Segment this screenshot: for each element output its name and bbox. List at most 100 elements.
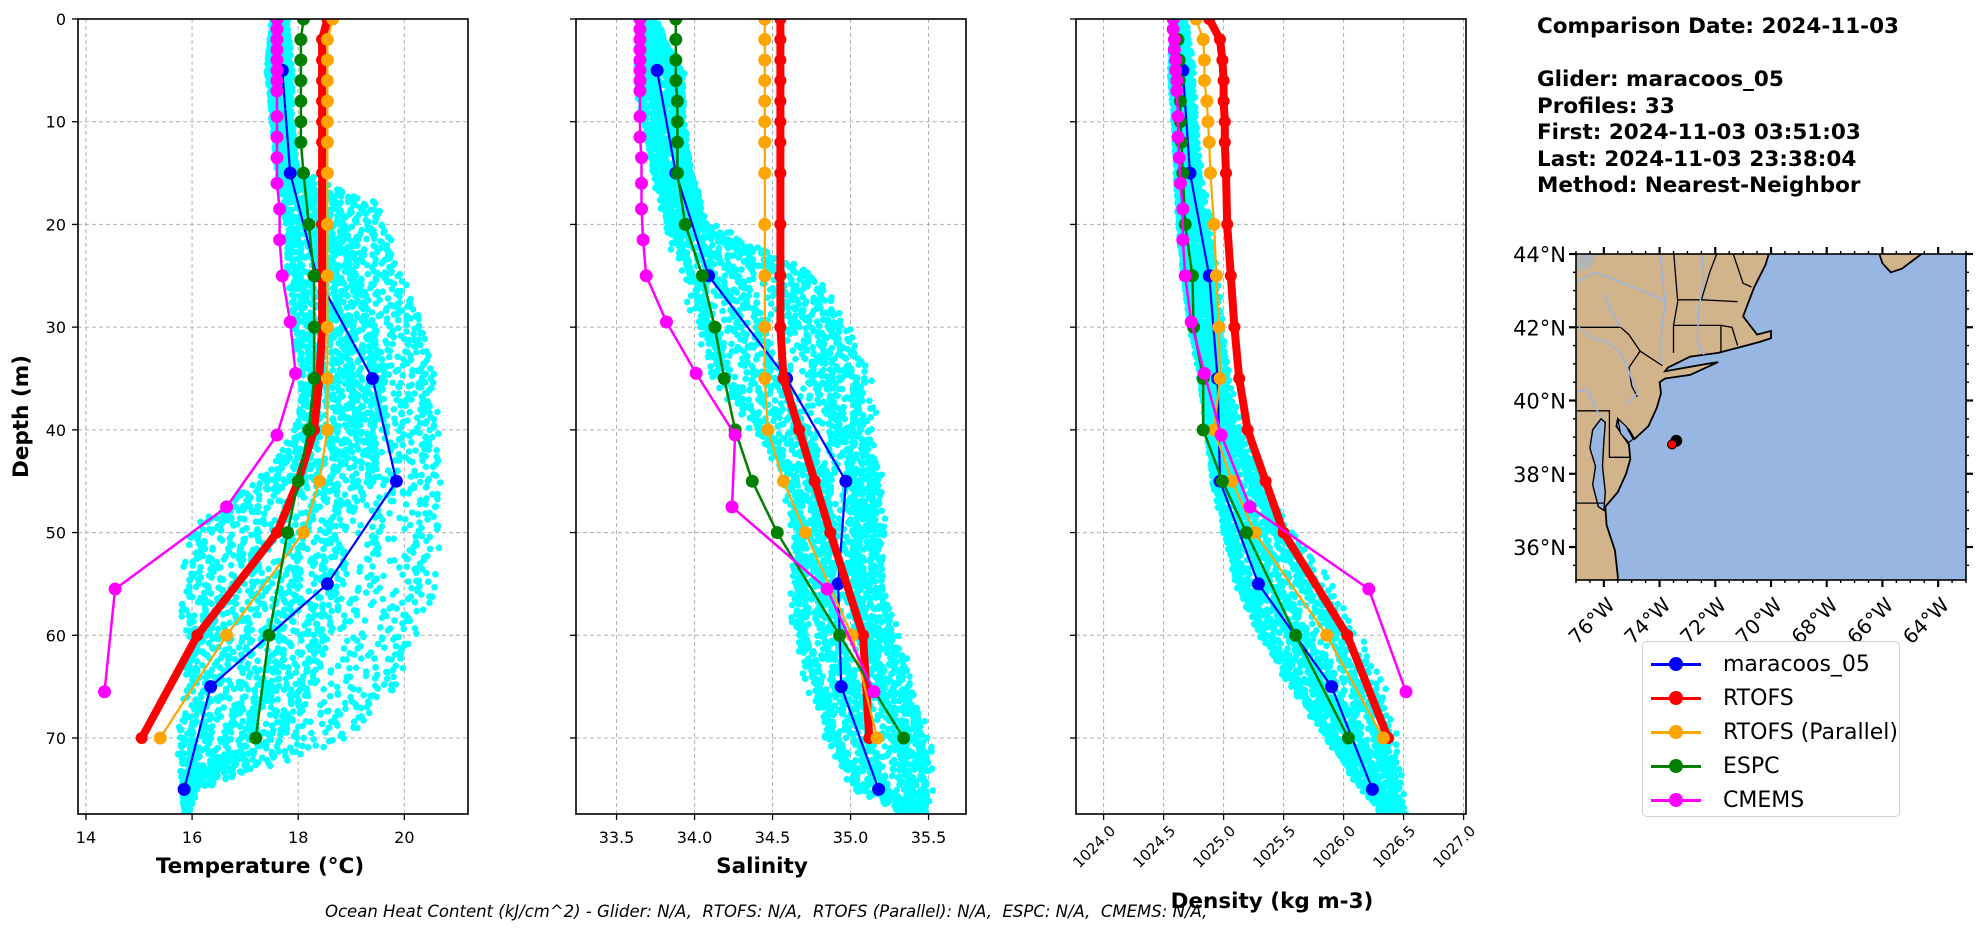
- scatter-point: [312, 553, 320, 560]
- scatter-point: [344, 292, 351, 300]
- scatter-point: [273, 743, 281, 750]
- scatter-point: [189, 788, 197, 796]
- scatter-point: [379, 361, 387, 369]
- scatter-point: [408, 584, 415, 592]
- scatter-point: [370, 206, 378, 213]
- scatter-point: [378, 614, 386, 621]
- scatter-point: [389, 591, 397, 598]
- scatter-point: [327, 667, 335, 674]
- scatter-point: [283, 439, 291, 446]
- scatter-point: [298, 637, 305, 644]
- scatter-point: [240, 506, 247, 514]
- scatter-point: [370, 577, 378, 585]
- scatter-point: [340, 580, 347, 588]
- scatter-point: [354, 645, 362, 652]
- scatter-point: [415, 577, 423, 584]
- scatter-point: [356, 285, 364, 293]
- scatter-point: [332, 408, 340, 415]
- scatter-point: [303, 402, 310, 409]
- scatter-point: [350, 202, 357, 209]
- scatter-point: [286, 45, 293, 53]
- scatter-point: [434, 408, 441, 416]
- scatter-point: [395, 383, 403, 391]
- x-tick-label: 16: [182, 828, 202, 847]
- scatter-point: [336, 502, 344, 510]
- scatter-point: [404, 578, 412, 585]
- scatter-point: [301, 304, 309, 311]
- scatter-point: [374, 366, 382, 374]
- scatter-point: [216, 680, 223, 687]
- series-marker: [320, 166, 334, 180]
- scatter-point: [346, 260, 354, 268]
- scatter-point: [412, 533, 420, 540]
- scatter-point: [239, 489, 247, 496]
- series-marker: [294, 74, 308, 88]
- scatter-point: [363, 502, 371, 509]
- scatter-point: [232, 749, 239, 757]
- series-marker: [320, 74, 334, 88]
- scatter-point: [250, 750, 257, 758]
- scatter-point: [285, 181, 293, 188]
- scatter-point: [344, 637, 351, 645]
- y-tick-label: 70: [46, 729, 66, 748]
- scatter-point: [337, 414, 344, 422]
- scatter-point: [334, 509, 342, 517]
- scatter-point: [305, 655, 313, 662]
- scatter-point: [307, 299, 314, 307]
- scatter-point: [408, 439, 415, 446]
- scatter-point: [243, 631, 251, 638]
- scatter-point: [330, 288, 338, 296]
- scatter-point: [369, 230, 376, 237]
- series-marker: [294, 94, 308, 108]
- scatter-point: [320, 491, 328, 498]
- scatter-point: [211, 759, 218, 767]
- scatter-point: [293, 285, 301, 293]
- series-espc: [249, 19, 321, 745]
- scatter-point: [281, 747, 289, 755]
- scatter-point: [365, 452, 373, 459]
- scatter-point: [369, 198, 377, 205]
- scatter-point: [302, 395, 310, 403]
- scatter-point: [380, 367, 388, 375]
- scatter-point: [410, 330, 417, 338]
- scatter-point: [206, 554, 213, 561]
- scatter-point: [408, 372, 416, 379]
- scatter-point: [716, 384, 723, 392]
- scatter-point: [349, 404, 356, 411]
- series-marker: [320, 94, 334, 108]
- scatter-point: [184, 730, 191, 737]
- scatter-point: [201, 737, 209, 745]
- scatter-point: [372, 215, 380, 222]
- scatter-point: [414, 510, 422, 518]
- scatter-point: [327, 568, 335, 575]
- scatter-point: [285, 669, 292, 677]
- scatter-point: [304, 744, 312, 751]
- y-tick-label: 0: [56, 10, 66, 29]
- y-tick-label: 50: [46, 524, 66, 543]
- scatter-point: [391, 260, 398, 267]
- scatter-point: [294, 424, 301, 431]
- series-marker: [191, 629, 204, 642]
- scatter-point: [318, 648, 325, 655]
- scatter-point: [208, 697, 215, 704]
- scatter-point: [180, 736, 188, 743]
- scatter-point: [335, 402, 342, 409]
- series-marker: [270, 151, 284, 165]
- scatter-point: [277, 168, 285, 175]
- scatter-point: [291, 465, 298, 473]
- scatter-point: [411, 467, 418, 475]
- scatter-point: [372, 290, 379, 298]
- scatter-point: [411, 625, 419, 632]
- scatter-point: [331, 455, 339, 462]
- series-marker: [320, 320, 334, 334]
- scatter-point: [413, 342, 420, 349]
- scatter-point: [358, 342, 366, 350]
- scatter-point: [363, 397, 370, 405]
- scatter-point: [380, 681, 388, 688]
- scatter-point: [425, 446, 432, 454]
- scatter-point: [334, 359, 342, 367]
- scatter-point: [403, 315, 410, 323]
- scatter-point: [369, 539, 376, 546]
- scatter-point: [294, 454, 301, 461]
- scatter-point: [319, 632, 327, 639]
